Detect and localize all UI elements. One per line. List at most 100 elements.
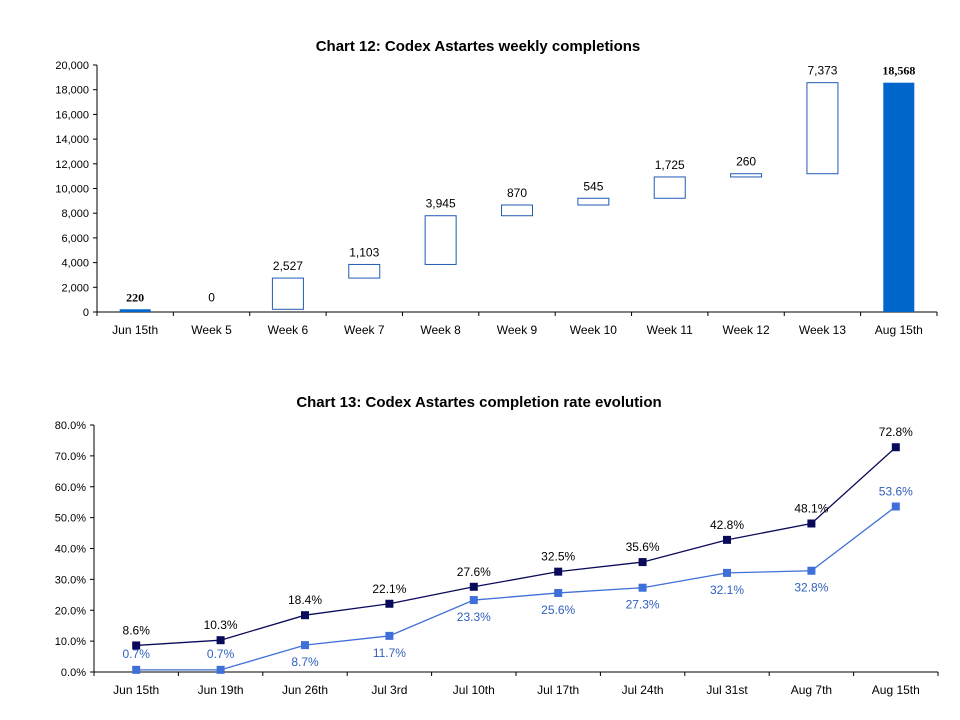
series-1-point bbox=[132, 641, 141, 650]
series-1-data-label: 32.5% bbox=[541, 550, 575, 564]
series-1-point bbox=[469, 582, 478, 591]
x-tick-label: Week 9 bbox=[497, 323, 538, 337]
bar-increment bbox=[653, 176, 686, 199]
series-1-point bbox=[891, 443, 900, 452]
series-2-line bbox=[136, 505, 897, 671]
y-tick-label: 70.0% bbox=[55, 451, 86, 463]
chart-13-title: Chart 13: Codex Astartes completion rate… bbox=[296, 394, 661, 411]
data-label: 260 bbox=[736, 155, 756, 169]
bar-total bbox=[119, 309, 151, 312]
y-tick-label: 60.0% bbox=[55, 482, 86, 494]
y-tick-label: 6,000 bbox=[61, 233, 89, 245]
y-tick-label: 12,000 bbox=[55, 159, 89, 171]
bar-total bbox=[883, 82, 915, 312]
series-1-data-label: 10.3% bbox=[204, 618, 238, 632]
series-2-point bbox=[132, 665, 141, 674]
x-tick-label: Jul 10th bbox=[453, 683, 495, 697]
series-2-point bbox=[891, 502, 900, 511]
series-1-point bbox=[723, 535, 731, 544]
series-2-point bbox=[385, 631, 394, 640]
series-2-point bbox=[554, 588, 563, 597]
x-tick-label: Aug 15th bbox=[875, 323, 923, 337]
data-label: 3,945 bbox=[426, 197, 456, 211]
y-tick-label: 16,000 bbox=[55, 109, 89, 121]
series-1-point bbox=[385, 599, 394, 608]
x-tick-label: Jul 24th bbox=[622, 683, 664, 697]
data-label: 1,725 bbox=[655, 158, 685, 172]
series-1-data-label: 35.6% bbox=[626, 540, 660, 554]
series-2-data-label: 11.7% bbox=[373, 646, 406, 660]
series-2-data-label: 25.6% bbox=[541, 603, 575, 617]
y-tick-label: 40.0% bbox=[55, 544, 86, 556]
series-2-point bbox=[807, 566, 816, 575]
series-2-data-label: 32.1% bbox=[710, 583, 744, 597]
series-2-data-label: 23.3% bbox=[457, 610, 491, 624]
y-tick-label: 20,000 bbox=[55, 60, 89, 72]
chart-13-line: Chart 13: Codex Astartes completion rate… bbox=[55, 394, 939, 697]
series-1-point bbox=[638, 558, 647, 567]
series-2-point bbox=[469, 596, 478, 605]
x-tick-label: Week 11 bbox=[647, 323, 694, 337]
series-2-data-label: 0.7% bbox=[207, 647, 235, 661]
series-2-point bbox=[723, 568, 731, 577]
bar-increment bbox=[424, 215, 457, 265]
series-2-data-label: 0.7% bbox=[123, 647, 151, 661]
data-label: 545 bbox=[583, 179, 603, 193]
data-label: 220 bbox=[126, 290, 144, 304]
series-2-data-label: 27.3% bbox=[626, 598, 660, 612]
x-tick-label: Aug 15th bbox=[872, 683, 920, 697]
x-tick-label: Week 5 bbox=[191, 323, 232, 337]
y-tick-label: 8,000 bbox=[61, 208, 89, 220]
data-label: 870 bbox=[507, 186, 527, 200]
data-label: 2,527 bbox=[273, 259, 303, 273]
bar-increment bbox=[348, 263, 381, 279]
series-2-data-label: 53.6% bbox=[879, 485, 913, 499]
series-1-data-label: 27.6% bbox=[457, 565, 491, 579]
x-tick-label: Week 10 bbox=[570, 323, 617, 337]
x-tick-label: Aug 7th bbox=[791, 683, 832, 697]
x-tick-label: Week 6 bbox=[268, 323, 309, 337]
x-tick-label: Jun 26th bbox=[282, 683, 328, 697]
y-tick-label: 14,000 bbox=[55, 134, 89, 146]
series-1-data-label: 18.4% bbox=[288, 593, 322, 607]
bar-increment bbox=[730, 173, 763, 178]
series-1-data-label: 72.8% bbox=[879, 425, 913, 439]
x-tick-label: Week 7 bbox=[344, 323, 385, 337]
data-label: 1,103 bbox=[349, 245, 379, 259]
bar-increment bbox=[271, 277, 304, 310]
bar-increment bbox=[806, 82, 839, 175]
data-label: 7,373 bbox=[807, 64, 837, 78]
y-tick-label: 18,000 bbox=[55, 85, 89, 97]
series-1-point bbox=[554, 567, 563, 576]
series-2-point bbox=[216, 665, 225, 674]
series-1-point bbox=[301, 611, 309, 620]
series-2-point bbox=[301, 641, 309, 650]
bar-increment bbox=[501, 204, 533, 217]
y-tick-label: 50.0% bbox=[55, 513, 86, 525]
y-tick-label: 10.0% bbox=[55, 636, 86, 648]
data-label: 18,568 bbox=[882, 64, 915, 78]
series-1-data-label: 8.6% bbox=[123, 623, 151, 637]
x-tick-label: Jul 3rd bbox=[371, 683, 407, 697]
bar-increment bbox=[577, 197, 610, 206]
series-1-point bbox=[807, 519, 816, 528]
series-1-data-label: 48.1% bbox=[794, 501, 828, 515]
y-tick-label: 80.0% bbox=[55, 420, 86, 432]
data-label: 0 bbox=[208, 290, 215, 304]
y-tick-label: 10,000 bbox=[55, 184, 89, 196]
series-1-data-label: 42.8% bbox=[710, 518, 744, 532]
series-2-point bbox=[638, 583, 647, 592]
series-1-data-label: 22.1% bbox=[372, 582, 406, 596]
x-tick-label: Jun 15th bbox=[113, 683, 159, 697]
x-tick-label: Jun 15th bbox=[112, 323, 158, 337]
series-1-point bbox=[216, 636, 225, 645]
x-tick-label: Week 13 bbox=[799, 323, 846, 337]
y-tick-label: 30.0% bbox=[55, 574, 86, 586]
x-tick-label: Jul 31st bbox=[706, 683, 748, 697]
series-2-data-label: 8.7% bbox=[291, 655, 319, 669]
y-tick-label: 2,000 bbox=[61, 282, 89, 294]
x-tick-label: Jun 19th bbox=[198, 683, 244, 697]
y-tick-label: 0 bbox=[83, 307, 89, 319]
chart-12-title: Chart 12: Codex Astartes weekly completi… bbox=[316, 38, 641, 55]
